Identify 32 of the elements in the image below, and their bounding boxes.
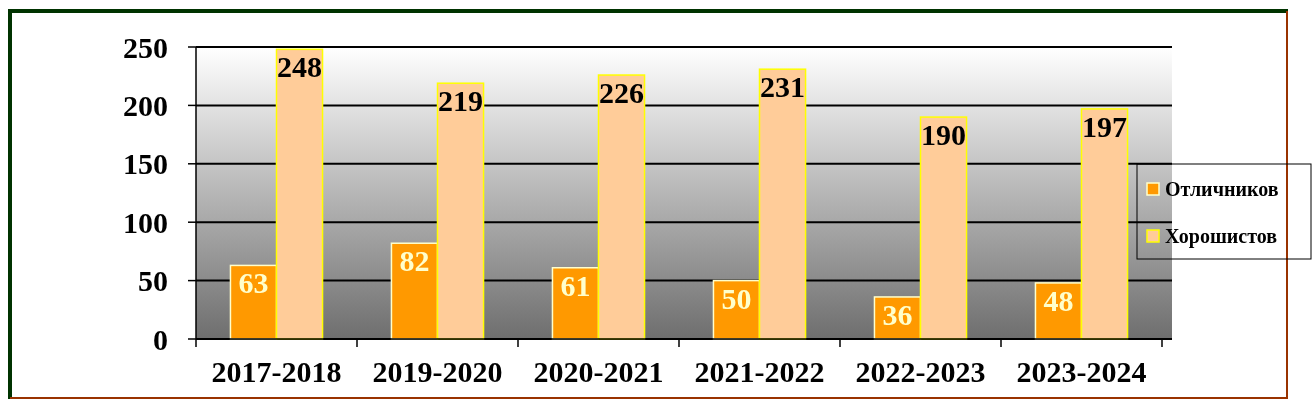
data-label: 197	[1082, 109, 1128, 143]
data-label: 50	[721, 281, 752, 315]
bar	[758, 68, 807, 340]
y-tick-label: 0	[153, 322, 168, 356]
data-label: 48	[1043, 283, 1074, 317]
bar	[275, 48, 324, 340]
legend-label: Отличников	[1165, 178, 1279, 200]
data-label: 82	[399, 244, 430, 278]
data-label: 226	[599, 76, 645, 110]
bar	[1080, 108, 1129, 340]
data-label: 63	[238, 266, 269, 300]
bar	[919, 116, 968, 340]
legend-label: Хорошистов	[1165, 225, 1278, 248]
x-tick-label: 2017-2018	[211, 355, 342, 388]
data-label: 231	[760, 70, 806, 104]
x-tick-label: 2020-2021	[533, 355, 664, 388]
data-label: 190	[921, 118, 967, 152]
data-label: 248	[277, 50, 323, 84]
y-tick-label: 250	[123, 30, 168, 64]
data-label: 36	[882, 297, 913, 331]
x-tick-label: 2019-2020	[372, 355, 503, 388]
x-tick-label: 2022-2023	[855, 355, 986, 388]
data-label: 61	[560, 268, 591, 302]
y-tick-label: 150	[123, 147, 168, 181]
data-label: 219	[438, 84, 484, 118]
y-tick-label: 50	[138, 264, 168, 298]
x-tick-label: 2023-2024	[1016, 355, 1147, 388]
bar	[436, 82, 485, 340]
y-tick-label: 200	[123, 88, 168, 122]
y-tick-label: 100	[123, 205, 168, 239]
x-tick-label: 2021-2022	[694, 355, 825, 388]
bar	[597, 74, 646, 340]
